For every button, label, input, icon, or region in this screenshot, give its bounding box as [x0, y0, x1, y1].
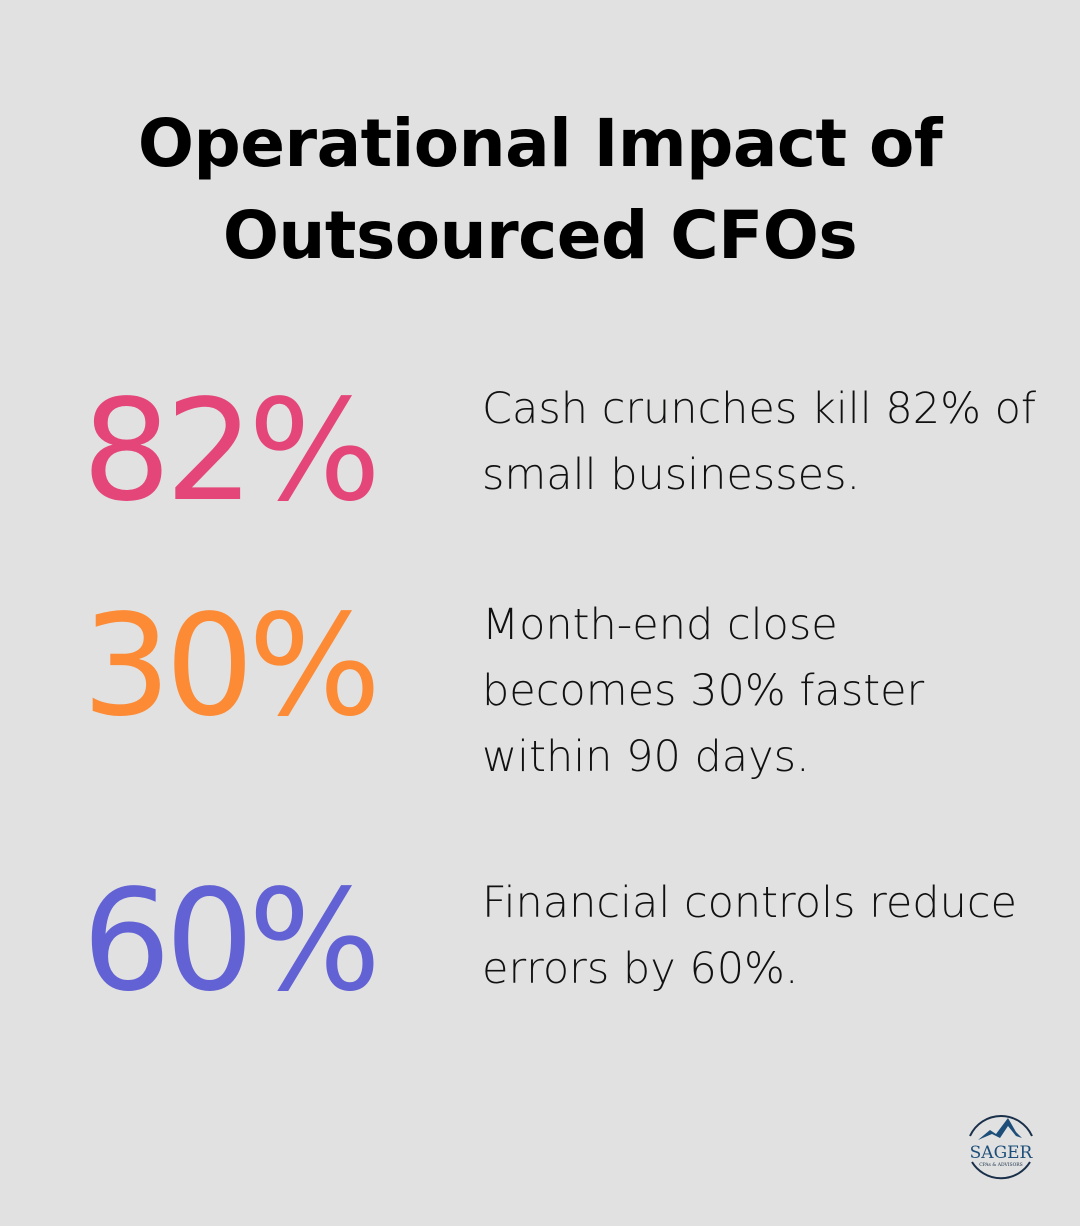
stat-description-cash-crunch: Cash crunches kill 82% of small business…: [482, 384, 1037, 500]
stat-description-month-end: Month-end close becomes 30% faster withi…: [482, 600, 925, 782]
title-line-1: Operational Impact of: [137, 105, 943, 182]
title-line-2: Outsourced CFOs: [222, 197, 858, 274]
logo-tagline: CPAs & ADVISORS: [979, 1162, 1023, 1168]
page-title: Operational Impact of Outsourced CFOs: [0, 98, 1080, 282]
stat-value-controls: 60%: [82, 860, 381, 1023]
sager-logo: SAGER CPAs & ADVISORS: [969, 1115, 1034, 1180]
stat-description-controls: Financial controls reduce errors by 60%.: [482, 878, 1017, 994]
stat-value-month-end: 30%: [82, 585, 381, 748]
logo-name: SAGER: [970, 1143, 1034, 1163]
stat-value-cash-crunch: 82%: [82, 370, 381, 533]
